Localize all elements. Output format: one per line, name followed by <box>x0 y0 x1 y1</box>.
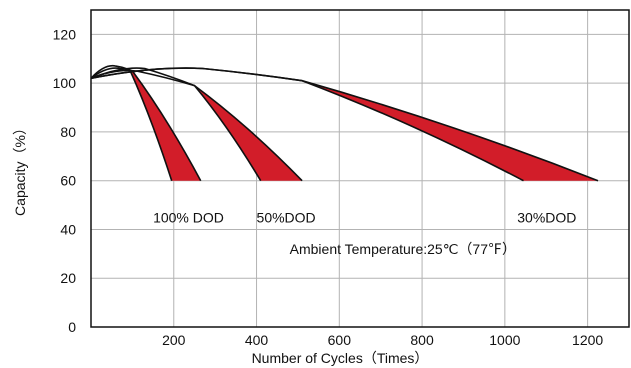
x-tick-label: 1000 <box>489 332 520 348</box>
series-labels: 100% DOD 50%DOD 30%DOD <box>153 210 576 226</box>
dod-band-0 <box>130 71 201 181</box>
dod-curve-upper-1 <box>90 67 303 182</box>
series-label: 100% DOD <box>153 210 224 226</box>
x-tick-label: 400 <box>245 332 269 348</box>
y-tick-label: 60 <box>60 173 76 189</box>
x-tick-label: 800 <box>410 332 434 348</box>
x-axis-label: Number of Cycles（Times） <box>252 350 429 366</box>
series-label: 50%DOD <box>257 210 316 226</box>
dod-curves <box>90 64 599 182</box>
dod-curve-lower-1 <box>90 69 262 182</box>
x-tick-label: 200 <box>162 332 186 348</box>
series-label: 30%DOD <box>517 210 576 226</box>
x-tick-labels: 200 400 600 800 1000 1200 <box>162 332 603 348</box>
y-tick-label: 40 <box>60 221 76 237</box>
x-tick-label: 600 <box>328 332 352 348</box>
y-tick-label: 100 <box>53 75 77 91</box>
ambient-temperature-annotation: Ambient Temperature:25℃（77℉） <box>290 241 516 257</box>
y-tick-label: 120 <box>53 26 77 42</box>
y-axis-label: Capacity（%） <box>12 121 28 216</box>
x-tick-label: 1200 <box>572 332 603 348</box>
dod-band-1 <box>194 85 303 181</box>
y-tick-label: 20 <box>60 270 76 286</box>
y-tick-labels: 0 20 40 60 80 100 120 <box>53 26 77 335</box>
y-tick-label: 80 <box>60 124 76 140</box>
dod-curve-lower-2 <box>90 67 524 182</box>
dod-band-2 <box>302 80 598 181</box>
plot-frame <box>90 9 630 328</box>
y-tick-label: 0 <box>68 319 76 335</box>
dod-bands <box>130 71 598 181</box>
dod-curve-lower-0 <box>90 67 173 181</box>
